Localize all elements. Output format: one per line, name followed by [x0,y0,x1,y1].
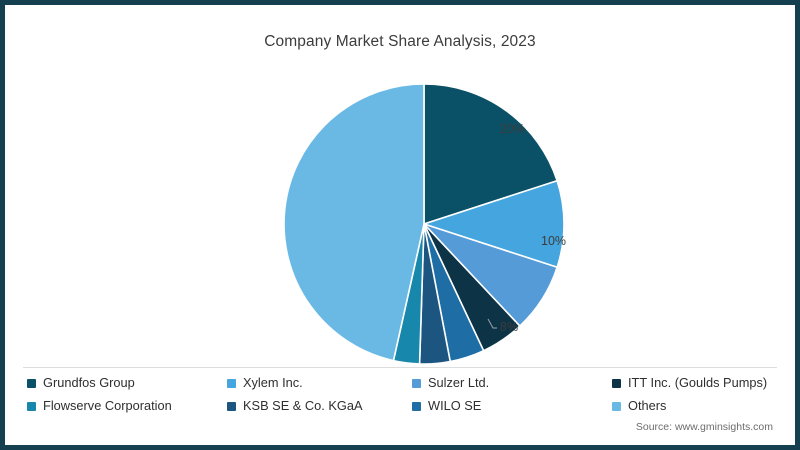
legend-item[interactable]: Grundfos Group [27,375,227,391]
legend-item-label: WILO SE [428,398,482,414]
label-leader-line [487,318,497,329]
chart-legend: Grundfos Group Xylem Inc. Sulzer Ltd. ITT I… [27,373,783,417]
legend-item-label: KSB SE & Co. KGaA [243,398,363,414]
legend-swatch-icon [612,378,621,388]
legend-item[interactable]: KSB SE & Co. KGaA [227,398,412,414]
pie-chart-svg: 20% 10% 8% [283,83,566,365]
pie-leader-lines [487,318,497,329]
pie-data-labels: 20% 10% 8% [500,122,566,334]
legend-item[interactable]: WILO SE [412,398,612,414]
legend-item[interactable]: Others [612,398,783,414]
legend-swatch-icon [412,401,421,411]
legend-swatch-icon [227,378,236,388]
legend-item[interactable]: Xylem Inc. [227,375,412,391]
legend-swatch-icon [612,401,621,411]
pie-slice[interactable] [283,83,425,362]
pie-slice[interactable] [423,83,559,226]
legend-item[interactable]: Sulzer Ltd. [412,375,612,391]
legend-item-label: ITT Inc. (Goulds Pumps) [628,375,768,391]
legend-item-label: Xylem Inc. [243,375,303,391]
chart-canvas: Company Market Share Analysis, 2023 20% 1… [5,5,795,445]
legend-item-label: Others [628,398,667,414]
pie-slice[interactable] [421,179,565,269]
legend-divider [23,367,777,368]
legend-swatch-icon [412,378,421,388]
legend-item[interactable]: ITT Inc. (Goulds Pumps) [612,375,783,391]
page-title: Company Market Share Analysis, 2023 [264,33,536,50]
pie-chart: 20% 10% 8% [278,83,570,365]
pie-slice-label: 10% [541,234,566,248]
legend-swatch-icon [27,401,36,411]
legend-item-label: Flowserve Corporation [43,398,172,414]
legend-item-label: Sulzer Ltd. [428,375,490,391]
legend-swatch-icon [227,401,236,411]
legend-item[interactable]: Flowserve Corporation [27,398,227,414]
pie-slice-group [283,83,565,365]
legend-item-label: Grundfos Group [43,375,135,391]
pie-slice-label: 20% [500,122,525,136]
legend-swatch-icon [27,378,36,388]
source-attribution: Source: www.gminsights.com [635,421,773,433]
pie-slice-label: 8% [500,320,518,334]
